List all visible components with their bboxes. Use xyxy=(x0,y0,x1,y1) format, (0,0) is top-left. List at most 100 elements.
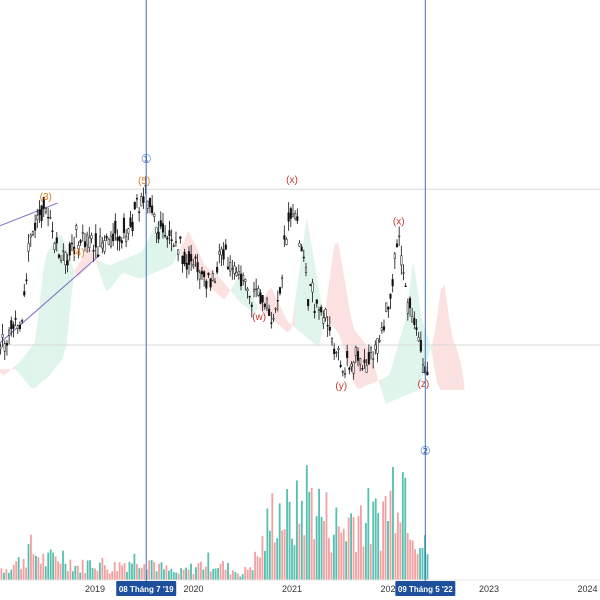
candle-body xyxy=(205,280,208,289)
volume-bar xyxy=(0,568,3,580)
candle-body xyxy=(12,324,15,329)
volume-bar xyxy=(121,565,123,580)
cloud-segment xyxy=(58,234,63,365)
candle-body xyxy=(118,236,121,242)
volume-bar xyxy=(416,553,419,580)
candle-body xyxy=(417,337,420,342)
volume-bar xyxy=(150,559,153,580)
cloud-segment xyxy=(385,373,390,404)
candle-body xyxy=(42,197,45,209)
candle-body xyxy=(300,246,303,252)
volume-bar xyxy=(44,566,47,580)
volume-bar xyxy=(219,563,222,580)
x-tick-2024: 2024 xyxy=(577,584,597,594)
candle-body xyxy=(185,262,188,270)
candle-body xyxy=(335,351,338,354)
candle-body xyxy=(101,242,104,249)
cloud-segment xyxy=(283,312,288,332)
volume-bar xyxy=(224,569,227,580)
candle-body xyxy=(393,253,396,259)
cloud-segment xyxy=(436,289,441,390)
candle-body xyxy=(398,235,401,238)
candle-body xyxy=(218,251,221,255)
cloud-segment xyxy=(125,257,130,276)
volume-bar xyxy=(123,563,126,580)
wave-labels: (2)(3)(4)(5)(w)(x)(y)(x)(z) xyxy=(40,175,430,392)
candle-body xyxy=(233,265,236,274)
cloud-segment xyxy=(220,278,225,300)
cloud-segment xyxy=(452,337,457,390)
cloud-segment xyxy=(377,377,382,391)
volume-bar xyxy=(298,523,301,580)
candle-body xyxy=(5,343,8,346)
volume-bar xyxy=(214,568,217,580)
candle-body xyxy=(183,251,186,265)
volume-bar xyxy=(399,522,402,580)
candle-body xyxy=(170,239,173,241)
volume-bar xyxy=(355,551,357,580)
candle-body xyxy=(333,348,336,355)
volume-bar xyxy=(239,576,242,580)
volume-bar xyxy=(209,571,212,580)
candle-body xyxy=(70,242,74,245)
cloud-segment xyxy=(409,260,414,394)
volume-bar xyxy=(372,501,375,580)
volume-bar xyxy=(2,572,5,580)
candle-body xyxy=(92,249,95,252)
candle-body xyxy=(187,251,191,265)
candle-body xyxy=(367,352,370,365)
candle-body xyxy=(304,267,308,273)
wave-label-6: (x) xyxy=(286,175,298,186)
volume-bar xyxy=(101,557,104,580)
volume-bar xyxy=(25,567,27,580)
cloud-segment xyxy=(287,320,292,332)
candle-body xyxy=(400,255,403,266)
candle-body xyxy=(192,264,195,267)
candle-body xyxy=(326,324,329,327)
cloud-segment xyxy=(15,362,20,373)
volume-bar xyxy=(352,517,355,580)
volume-bar xyxy=(293,545,296,580)
volume-bar xyxy=(108,573,111,580)
cloud-segment xyxy=(27,347,31,388)
cloud-segment xyxy=(413,260,418,393)
candle-body xyxy=(343,373,347,375)
candle-body xyxy=(259,292,262,304)
volume-bar xyxy=(17,557,20,580)
volume-bar xyxy=(190,563,192,580)
marker-2-date-text: 09 Tháng 5 '22 xyxy=(398,585,453,594)
candle-body xyxy=(404,285,407,287)
candle-body xyxy=(313,310,316,314)
volume-bar xyxy=(27,544,30,580)
volume-bar xyxy=(96,570,99,580)
candle-body xyxy=(359,358,362,365)
candle-body xyxy=(99,235,102,247)
candle-body xyxy=(411,316,414,323)
candle-body xyxy=(413,318,416,325)
volume-bar xyxy=(236,573,239,580)
cloud-segment xyxy=(224,282,228,300)
volume-bar xyxy=(414,549,417,580)
candle-body xyxy=(38,209,41,216)
volume-bar xyxy=(328,538,330,580)
cloud-segment xyxy=(279,304,284,329)
candle-body xyxy=(395,243,399,248)
volume-bar xyxy=(135,563,138,580)
volume-bar xyxy=(7,572,10,580)
volume-bar xyxy=(212,568,215,580)
candle-body xyxy=(378,340,381,342)
candle-body xyxy=(220,248,223,256)
volume-bar xyxy=(217,567,220,580)
volume-bar xyxy=(175,572,178,580)
cloud-segment xyxy=(373,363,378,383)
cloud-segment xyxy=(66,248,71,346)
candle-body xyxy=(131,221,134,232)
cloud-segment xyxy=(397,334,402,399)
candle-body xyxy=(64,251,67,266)
wave-label-3: (4) xyxy=(72,248,84,259)
candle-body xyxy=(181,255,184,264)
candle-body xyxy=(274,308,277,310)
candle-body xyxy=(278,287,282,294)
volume-bar xyxy=(222,561,224,580)
